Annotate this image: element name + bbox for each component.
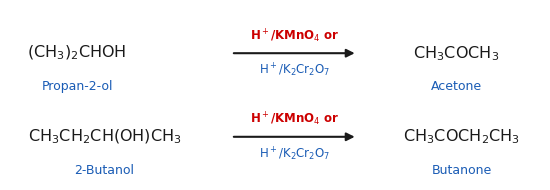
Text: CH$_3$COCH$_3$: CH$_3$COCH$_3$	[414, 44, 499, 63]
Text: Butanone: Butanone	[432, 164, 492, 177]
Text: H$^+$/KMnO$_4$ or: H$^+$/KMnO$_4$ or	[250, 27, 339, 45]
Text: (CH$_3$)$_2$CHOH: (CH$_3$)$_2$CHOH	[28, 44, 126, 62]
Text: CH$_3$CH$_2$CH(OH)CH$_3$: CH$_3$CH$_2$CH(OH)CH$_3$	[28, 128, 182, 146]
Text: 2-Butanol: 2-Butanol	[74, 164, 135, 177]
Text: H$^+$/K$_2$Cr$_2$O$_7$: H$^+$/K$_2$Cr$_2$O$_7$	[258, 145, 330, 163]
Text: CH$_3$COCH$_2$CH$_3$: CH$_3$COCH$_2$CH$_3$	[404, 127, 520, 146]
Text: Acetone: Acetone	[431, 80, 482, 93]
Text: Propan-2-ol: Propan-2-ol	[41, 80, 113, 93]
Text: H$^+$/KMnO$_4$ or: H$^+$/KMnO$_4$ or	[250, 111, 339, 128]
Text: H$^+$/K$_2$Cr$_2$O$_7$: H$^+$/K$_2$Cr$_2$O$_7$	[258, 62, 330, 79]
